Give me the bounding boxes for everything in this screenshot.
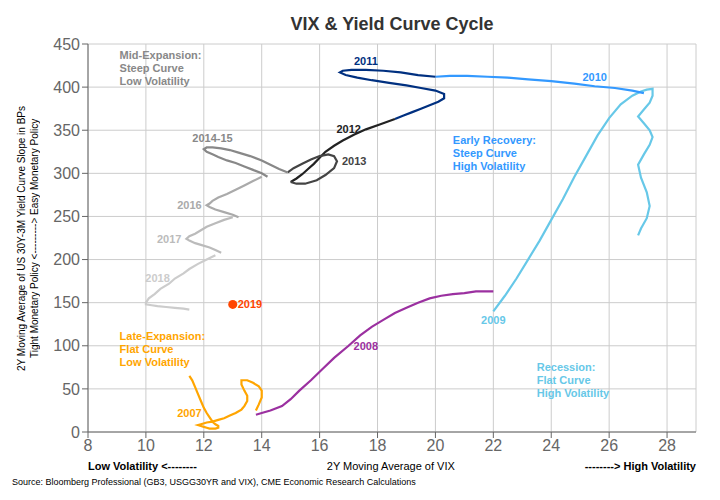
svg-text:10: 10 <box>137 437 155 454</box>
svg-text:14: 14 <box>253 437 271 454</box>
svg-text:28: 28 <box>658 437 676 454</box>
svg-text:2011: 2011 <box>354 55 378 67</box>
html-text:Tight Monetary Policy <-------: Tight Monetary Policy <---------> Easy M… <box>29 118 40 358</box>
svg-text:350: 350 <box>53 122 80 139</box>
html-text:--------> High Volatility: --------> High Volatility <box>584 460 696 472</box>
svg-text:2013: 2013 <box>342 155 366 167</box>
html-text:2Y Moving Average of VIX: 2Y Moving Average of VIX <box>326 460 455 472</box>
svg-text:2014-15: 2014-15 <box>192 132 232 144</box>
svg-text:2018: 2018 <box>145 272 169 284</box>
svg-text:18: 18 <box>369 437 387 454</box>
svg-text:250: 250 <box>53 208 80 225</box>
html-text:Low Volatility <--------: Low Volatility <-------- <box>88 460 197 472</box>
svg-text:22: 22 <box>484 437 502 454</box>
svg-text:20: 20 <box>427 437 445 454</box>
svg-text:16: 16 <box>311 437 329 454</box>
svg-text:2012: 2012 <box>336 123 360 135</box>
svg-text:2017: 2017 <box>157 233 181 245</box>
svg-text:50: 50 <box>62 381 80 398</box>
svg-text:2008: 2008 <box>354 340 378 352</box>
html-text:Source: Bloomberg Professional: Source: Bloomberg Professional (GB3, USG… <box>12 477 416 487</box>
svg-text:300: 300 <box>53 165 80 182</box>
html-text:2Y Moving Average of US 30Y-3M: 2Y Moving Average of US 30Y-3M Yield Cur… <box>16 105 27 371</box>
svg-text:2019: 2019 <box>238 298 262 310</box>
svg-text:2016: 2016 <box>177 199 201 211</box>
svg-text:450: 450 <box>53 36 80 53</box>
svg-text:26: 26 <box>600 437 618 454</box>
svg-text:150: 150 <box>53 294 80 311</box>
html-text:VIX & Yield Curve Cycle: VIX & Yield Curve Cycle <box>290 14 494 34</box>
svg-text:2010: 2010 <box>582 71 606 83</box>
svg-text:100: 100 <box>53 337 80 354</box>
html-text:Late-Expansion: Flat Curve Low: Late-Expansion: Flat Curve Low Volatilit… <box>119 330 206 369</box>
svg-text:2009: 2009 <box>481 314 505 326</box>
html-text:Recession: Flat Curve High Vol: Recession: Flat Curve High Volatility <box>536 361 610 400</box>
html-text:Mid-Expansion: Steep Curve Low: Mid-Expansion: Steep Curve Low Volatilit… <box>119 48 202 87</box>
svg-text:0: 0 <box>71 424 80 441</box>
svg-text:24: 24 <box>542 437 560 454</box>
html-text:Early Recovery: Steep Curve Hi: Early Recovery: Steep Curve High Volatil… <box>452 134 536 173</box>
svg-text:8: 8 <box>84 437 93 454</box>
svg-text:400: 400 <box>53 79 80 96</box>
svg-text:12: 12 <box>195 437 213 454</box>
svg-text:2007: 2007 <box>177 407 201 419</box>
svg-text:200: 200 <box>53 251 80 268</box>
